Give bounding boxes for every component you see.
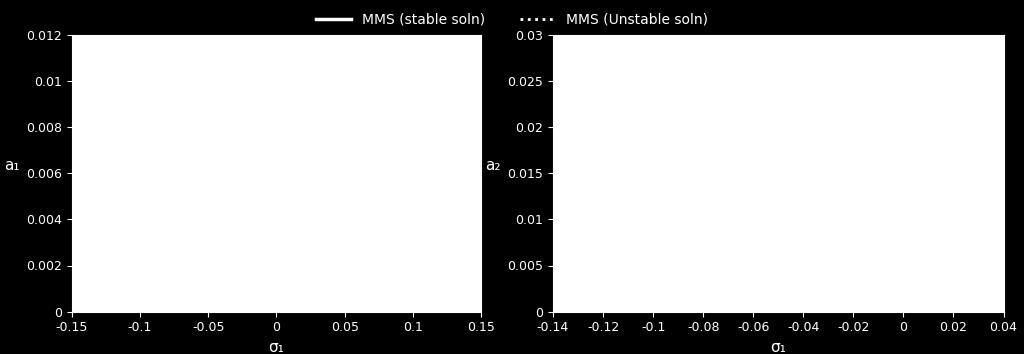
X-axis label: σ₁: σ₁ xyxy=(770,340,786,354)
Y-axis label: a₂: a₂ xyxy=(485,159,501,173)
Legend: MMS (stable soln), MMS (Unstable soln): MMS (stable soln), MMS (Unstable soln) xyxy=(310,7,714,32)
Y-axis label: a₁: a₁ xyxy=(4,159,19,173)
X-axis label: σ₁: σ₁ xyxy=(268,340,285,354)
